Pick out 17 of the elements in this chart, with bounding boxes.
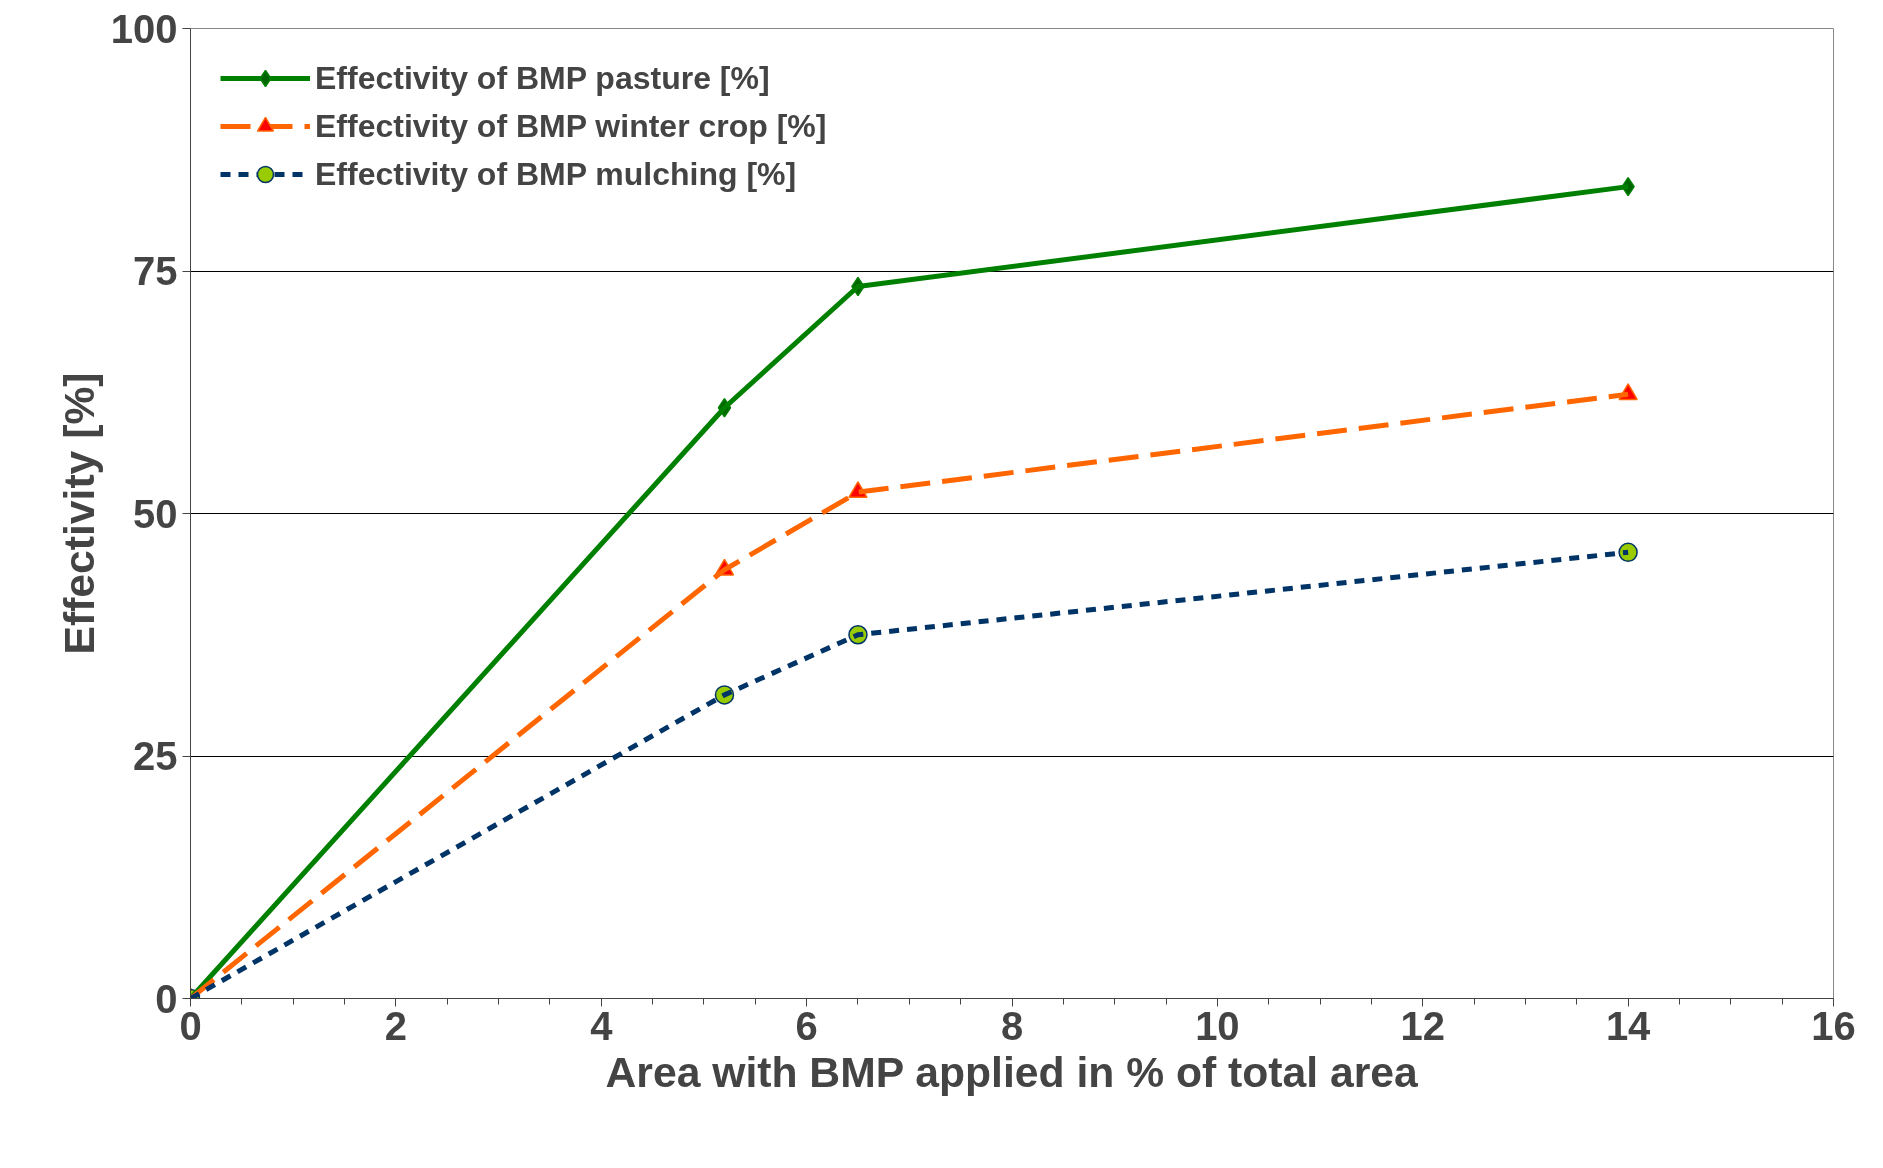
x-tick-label: 6 — [795, 1003, 818, 1048]
x-tick-label: 2 — [384, 1003, 407, 1048]
x-tick-label: 8 — [1000, 1003, 1024, 1048]
x-tick-label: 16 — [1811, 1003, 1856, 1048]
y-tick-label: 50 — [133, 491, 178, 536]
x-tick-label: 10 — [1195, 1003, 1240, 1048]
x-tick-label: 4 — [590, 1003, 614, 1048]
y-tick-label: 75 — [133, 249, 178, 293]
legend-label: Effectivity of BMP mulching [%] — [315, 155, 797, 193]
x-tick-label: 14 — [1605, 1003, 1652, 1048]
y-axis-title: Effectivity [%] — [54, 372, 103, 655]
y-tick-label: 100 — [110, 6, 178, 51]
x-axis-title: Area with BMP applied in % of total area — [605, 1047, 1418, 1096]
x-tick-label: 12 — [1400, 1003, 1445, 1048]
legend-label: Effectivity of BMP pasture [%] — [315, 59, 770, 97]
y-tick-label: 25 — [133, 734, 178, 778]
legend-label: Effectivity of BMP winter crop [%] — [315, 107, 827, 145]
